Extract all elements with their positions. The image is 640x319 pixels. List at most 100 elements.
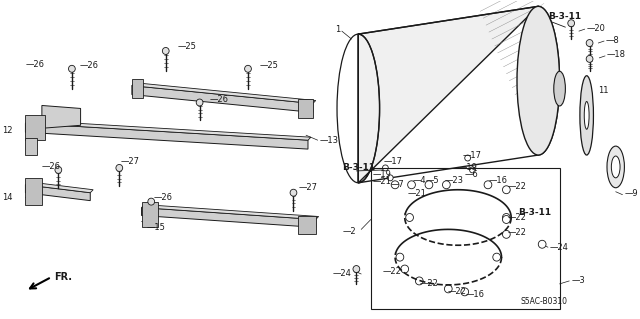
Text: S5AC-B0310: S5AC-B0310 [521, 297, 568, 306]
Polygon shape [26, 138, 37, 155]
Text: —16: —16 [466, 290, 484, 299]
Circle shape [387, 175, 393, 181]
Circle shape [391, 181, 399, 189]
Text: —22: —22 [447, 287, 466, 296]
Text: —22: —22 [383, 266, 402, 276]
Text: FR.: FR. [54, 272, 72, 282]
Text: —16: —16 [489, 176, 508, 185]
Text: —25: —25 [177, 42, 196, 51]
Circle shape [586, 40, 593, 47]
Text: 1: 1 [335, 25, 340, 33]
Ellipse shape [584, 101, 589, 129]
Circle shape [415, 277, 423, 285]
Circle shape [116, 165, 123, 171]
Circle shape [290, 189, 297, 196]
Circle shape [444, 285, 452, 293]
Text: B-3-11: B-3-11 [548, 12, 581, 21]
Polygon shape [298, 99, 313, 118]
Ellipse shape [607, 146, 625, 188]
Polygon shape [26, 185, 90, 201]
Circle shape [163, 48, 169, 55]
Text: 12: 12 [3, 126, 13, 135]
Circle shape [502, 186, 510, 194]
Polygon shape [132, 79, 143, 98]
Circle shape [55, 167, 61, 174]
Text: —20: —20 [587, 24, 605, 33]
Polygon shape [141, 208, 316, 227]
Text: —22: —22 [508, 213, 526, 222]
Text: —9: —9 [625, 189, 638, 198]
Text: —26: —26 [209, 95, 228, 104]
Polygon shape [132, 85, 313, 112]
Circle shape [461, 288, 468, 296]
Text: —26: —26 [41, 162, 60, 171]
Polygon shape [26, 182, 93, 193]
Polygon shape [26, 123, 308, 149]
Ellipse shape [517, 6, 559, 155]
Bar [371, 168, 559, 309]
Polygon shape [141, 204, 319, 219]
Circle shape [68, 65, 76, 72]
Text: —15: —15 [147, 223, 165, 232]
Polygon shape [141, 202, 158, 227]
Text: 10: 10 [548, 84, 559, 93]
Polygon shape [26, 178, 42, 204]
Text: —27: —27 [120, 158, 140, 167]
Circle shape [470, 167, 476, 173]
Text: —22: —22 [508, 182, 526, 191]
Text: —17: —17 [383, 158, 403, 167]
Circle shape [442, 181, 450, 189]
Text: —21: —21 [408, 189, 426, 198]
Text: —19: —19 [459, 163, 478, 173]
Circle shape [383, 165, 388, 171]
Ellipse shape [554, 71, 565, 106]
Circle shape [568, 20, 575, 27]
Polygon shape [132, 83, 316, 103]
Text: —24: —24 [333, 270, 351, 278]
Text: —22: —22 [419, 279, 438, 288]
Text: —24: —24 [550, 243, 569, 252]
Ellipse shape [611, 156, 620, 178]
Text: —7: —7 [390, 180, 404, 189]
Circle shape [401, 265, 408, 273]
Circle shape [244, 65, 252, 72]
Text: —19: —19 [373, 170, 392, 179]
Circle shape [396, 253, 404, 261]
Circle shape [502, 216, 510, 223]
Text: —26: —26 [153, 193, 172, 202]
Text: —5: —5 [426, 176, 440, 185]
Text: —4: —4 [413, 176, 426, 185]
Text: —26: —26 [26, 60, 45, 69]
Text: —3: —3 [571, 277, 585, 286]
Circle shape [408, 181, 415, 189]
Circle shape [484, 181, 492, 189]
Polygon shape [26, 120, 311, 140]
Text: 14: 14 [3, 193, 13, 202]
Circle shape [586, 56, 593, 62]
Text: —2: —2 [343, 227, 356, 236]
Polygon shape [42, 106, 81, 128]
Circle shape [502, 213, 510, 221]
Circle shape [493, 253, 500, 261]
Text: 11: 11 [598, 86, 609, 95]
Circle shape [353, 266, 360, 272]
Text: —26: —26 [79, 61, 99, 70]
Text: —13: —13 [319, 136, 339, 145]
Circle shape [465, 155, 470, 161]
Text: B-3-11: B-3-11 [342, 163, 375, 173]
Ellipse shape [580, 76, 593, 155]
Circle shape [502, 230, 510, 238]
Text: —21: —21 [372, 177, 391, 186]
Circle shape [148, 198, 155, 205]
Circle shape [406, 213, 413, 221]
Text: —22: —22 [508, 228, 526, 237]
Polygon shape [298, 217, 316, 234]
Text: —27: —27 [298, 183, 317, 192]
Text: —6: —6 [465, 170, 479, 179]
Text: —23: —23 [444, 176, 463, 185]
Text: —25: —25 [260, 61, 278, 70]
Circle shape [196, 99, 203, 106]
Text: —8: —8 [606, 35, 620, 45]
Polygon shape [358, 6, 559, 183]
Polygon shape [26, 115, 45, 140]
